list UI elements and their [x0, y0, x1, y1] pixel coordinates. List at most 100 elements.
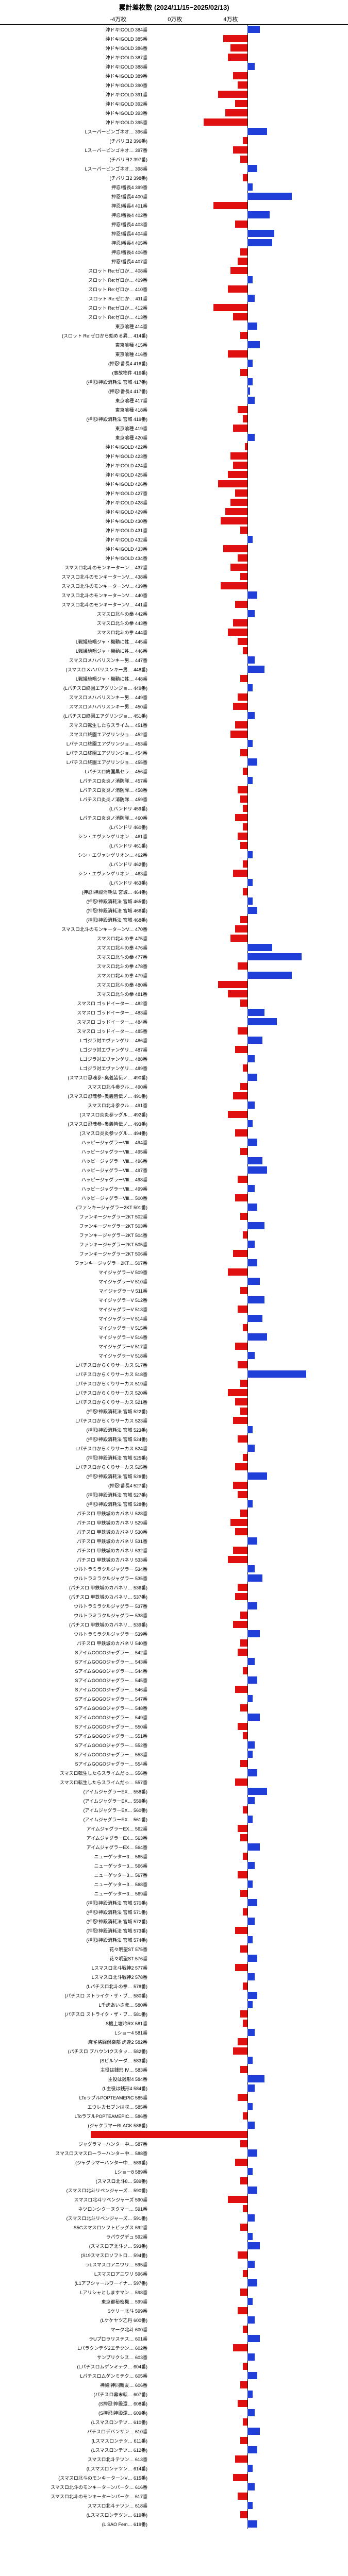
bar [221, 517, 247, 524]
bar-area [150, 1879, 345, 1889]
bar [240, 248, 247, 256]
row-label: Lパチスロ炎炎ノ消防隊… 458番 [0, 787, 150, 793]
zero-line [247, 1147, 248, 1156]
chart-row: 押忍!番長4 407番 [0, 257, 348, 266]
zero-line [247, 1063, 248, 1073]
chart-row: 押忍!番長4 402番 [0, 210, 348, 219]
chart-row: 沖ドキ!GOLD 431番 [0, 526, 348, 535]
row-label: Lパチスロからくりサーカス 524番 [0, 1445, 150, 1452]
row-label: Lスーパービンゴネオ… 396番 [0, 128, 150, 135]
bar [228, 1389, 247, 1396]
bar-area [150, 757, 345, 767]
chart-row: マイジャグラーV 518番 [0, 1351, 348, 1360]
zero-line [247, 1360, 248, 1369]
bar [230, 452, 247, 460]
chart-row: Lパチスロ終園エアグリンジョ… 454番 [0, 748, 348, 757]
bar [247, 2353, 255, 2361]
bar-area [150, 43, 345, 53]
row-label: (押忍!番長4 416番) [0, 360, 150, 367]
row-label: SアイムGOGOジャグラー… 551番 [0, 1733, 150, 1739]
zero-line [247, 2380, 248, 2389]
bar [247, 684, 253, 691]
chart-row: Lスマスロ北斗戦神2 578番 [0, 1972, 348, 1981]
bar-area [150, 136, 345, 145]
chart-row: スロット Re:ゼロか… 411番 [0, 294, 348, 303]
chart-row: Lパチスロからくりサーカス 519番 [0, 1379, 348, 1388]
zero-line [247, 1379, 248, 1388]
bar [235, 601, 247, 608]
bar [243, 137, 248, 144]
bar-area [150, 2223, 345, 2232]
row-label: Lパチスロからくりサーカス 525番 [0, 1464, 150, 1470]
chart-row: Lパチスロからくりサーカス 517番 [0, 1360, 348, 1369]
bar-area [150, 71, 345, 80]
chart-row: 沖ドキ!GOLD 388番 [0, 62, 348, 71]
row-label: SアイムGOGOジャグラー… 543番 [0, 1658, 150, 1665]
row-label: (押忍!神殿消耗法 宮城 466番) [0, 907, 150, 914]
row-label: (Lスマスロンテツ… 610番) [0, 2419, 150, 2426]
chart-row: スマスロ北斗の拳 443番 [0, 618, 348, 628]
row-label: 沖ドキ!GOLD 428番 [0, 499, 150, 506]
bar-area [150, 2260, 345, 2269]
row-label: スマスロメハバリスンキー男… 450番 [0, 703, 150, 710]
chart-row: スマスロ転生したらスライム… 451番 [0, 720, 348, 730]
chart-row: 沖ドキ!GOLD 425番 [0, 470, 348, 479]
row-label: スマスロ転生したらスライムだっ… 557番 [0, 1779, 150, 1786]
bar [247, 1797, 255, 1804]
chart-row: L千虎あいさ虎… 580番 [0, 2000, 348, 2009]
bar [247, 2335, 260, 2342]
row-label: (Lスマスロンテツ… 611番) [0, 2437, 150, 2444]
zero-line [247, 155, 248, 164]
bar-area [150, 1212, 345, 1221]
bar [238, 258, 247, 265]
chart-row: (スマスロ北斗リベンジャーズ… 591番) [0, 2213, 348, 2223]
bar-area [150, 442, 345, 451]
row-label: Lアリシャとしますマン… 598番 [0, 2289, 150, 2296]
chart-row: (押忍!番長4 416番) [0, 359, 348, 368]
bar-area [150, 498, 345, 507]
bar [247, 972, 292, 979]
row-label: (パチスロ ブハウンIクスタッ… 582番) [0, 2048, 150, 2055]
bar-area [150, 1286, 345, 1295]
bar [247, 26, 260, 33]
bar-area [150, 1240, 345, 1249]
row-label: スマスロ北斗の拳 478番 [0, 963, 150, 970]
bar-area [150, 1425, 345, 1434]
row-label: スマスロ北斗のモンキーターンパーク… 617番 [0, 2493, 150, 2500]
bar [247, 2242, 260, 2249]
zero-line [247, 219, 248, 229]
zero-line [247, 284, 248, 294]
bar-area [150, 1917, 345, 1926]
bar [247, 1315, 262, 1322]
bar-area [150, 1036, 345, 1045]
zero-line [247, 2223, 248, 2232]
axis-label-neg: -4万枚 [110, 15, 126, 23]
bar-area [150, 479, 345, 488]
chart-row: (神殿!神殿還KWK 587番) [0, 2130, 348, 2139]
zero-line [247, 80, 248, 90]
row-label: マイジャグラーV 514番 [0, 1315, 150, 1322]
chart-row: (Lバンドリ 461番) [0, 841, 348, 850]
row-label: (スマスロ北斗8… 589番) [0, 2178, 150, 2184]
bar-area [150, 312, 345, 321]
bar [247, 1769, 257, 1776]
bar [243, 647, 248, 654]
zero-line [247, 998, 248, 1008]
chart-row: 東京喰種 414番 [0, 321, 348, 331]
row-label: ハッピージャグラーVⅢ… 495番 [0, 1148, 150, 1155]
chart-row: (Lバンドリ 462番) [0, 859, 348, 869]
bar-area [150, 1713, 345, 1722]
zero-line [247, 869, 248, 878]
chart-row: スマスロ ゴッドイーター… 483番 [0, 1008, 348, 1017]
row-label: SアイムGOGOジャグラー… 552番 [0, 1742, 150, 1749]
bar-area [150, 1499, 345, 1509]
bar-area [150, 461, 345, 470]
row-label: スマスロスマスローラーハンター中… 588番 [0, 2150, 150, 2157]
bar-area [150, 1406, 345, 1416]
row-label: (Lスマスロンテツン… 614番) [0, 2465, 150, 2472]
chart-row: (スマスロ北斗8… 589番) [0, 2176, 348, 2185]
row-label: (押忍!神殿消耗法 宮城 468番) [0, 917, 150, 923]
bar-area [150, 1342, 345, 1351]
row-label: 沖ドキ!GOLD 395番 [0, 119, 150, 126]
bar-area [150, 1147, 345, 1156]
